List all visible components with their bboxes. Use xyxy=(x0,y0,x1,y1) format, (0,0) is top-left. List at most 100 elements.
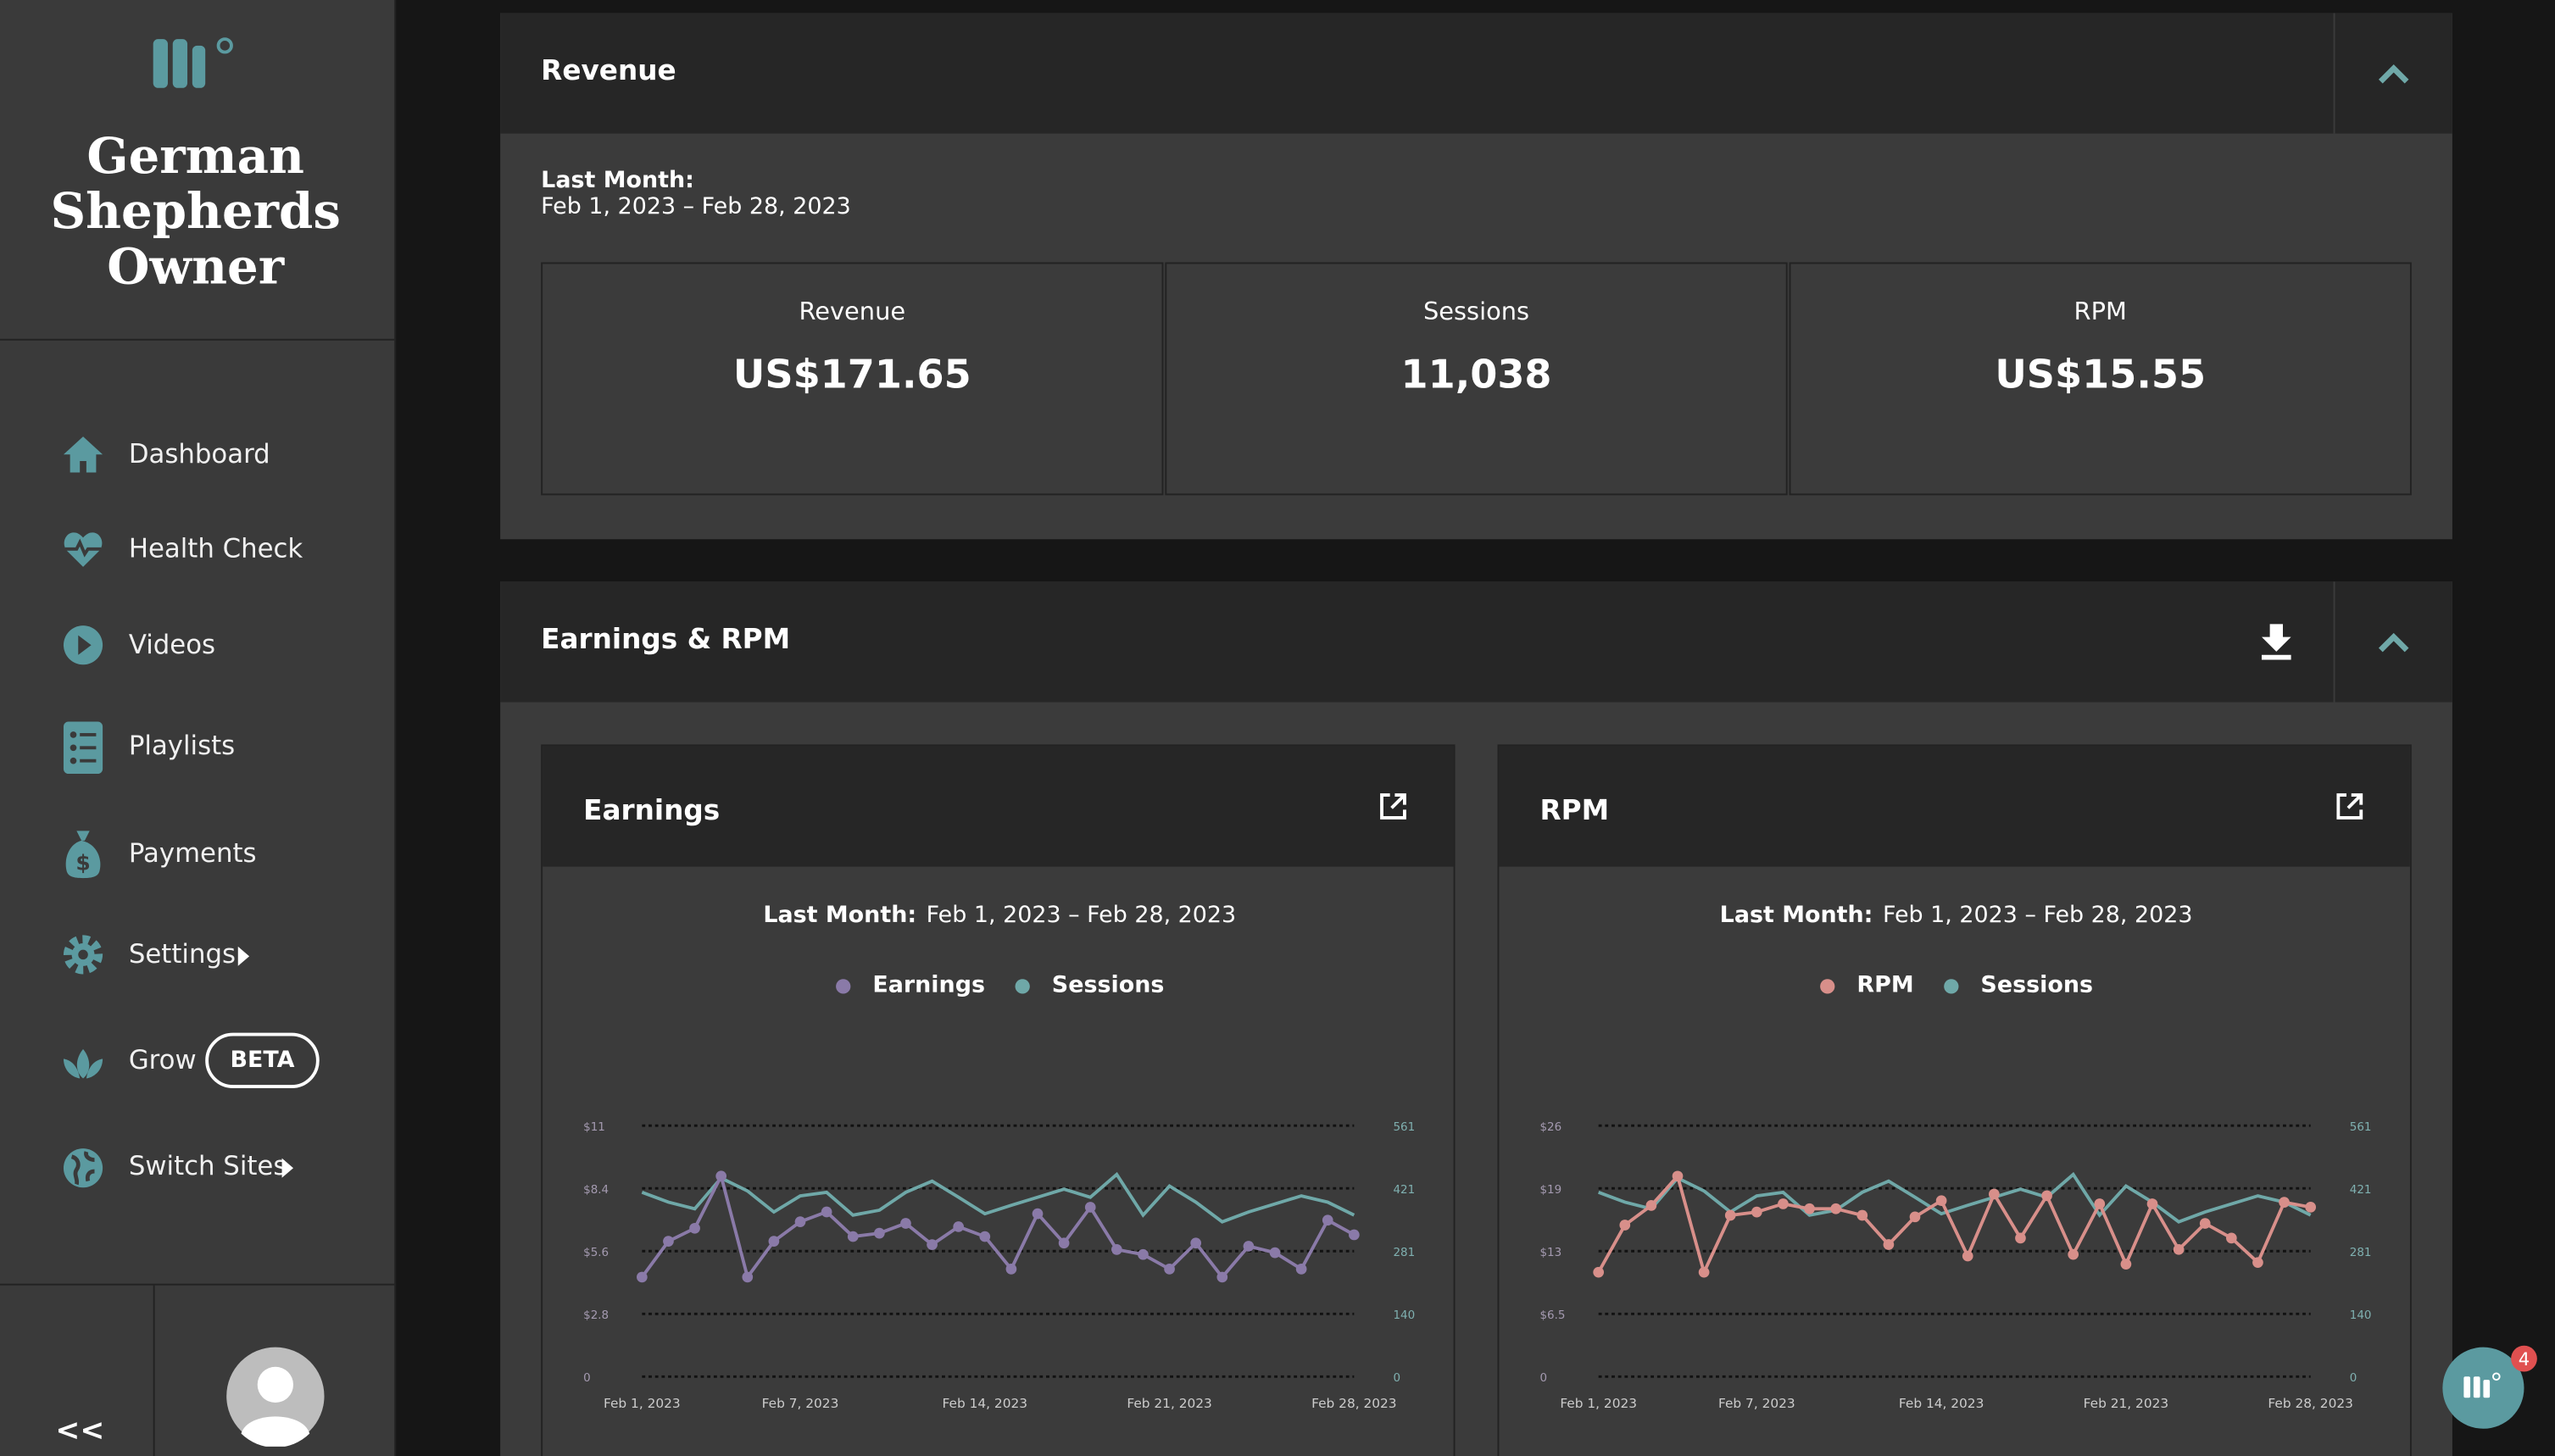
stat-value: US$171.65 xyxy=(732,352,971,398)
data-point xyxy=(2068,1248,2079,1260)
data-point xyxy=(874,1227,885,1239)
y-tick-label: 0 xyxy=(1539,1372,1547,1385)
y-tick-label: $5.6 xyxy=(583,1247,609,1259)
data-point xyxy=(2015,1232,2026,1244)
data-point xyxy=(2199,1218,2211,1229)
data-point xyxy=(1883,1239,1895,1250)
data-point xyxy=(2279,1197,2290,1208)
open-icon[interactable] xyxy=(2335,792,2365,821)
divider xyxy=(2333,581,2335,703)
nav-item[interactable]: Payments xyxy=(128,837,257,869)
nav-item[interactable]: Playlists xyxy=(128,730,236,761)
open-icon[interactable] xyxy=(1378,792,1408,821)
video-icon xyxy=(63,625,103,665)
collapse-chevron[interactable] xyxy=(2377,632,2409,653)
chart-subtitle: Last Month: Feb 1, 2023 – Feb 28, 2023 xyxy=(543,902,1454,929)
x-tick-label: Feb 1, 2023 xyxy=(604,1396,681,1411)
period-label: Last Month: xyxy=(763,902,917,929)
data-point xyxy=(1295,1264,1307,1275)
x-tick-label: Feb 28, 2023 xyxy=(2268,1396,2352,1411)
data-point xyxy=(1830,1203,1842,1214)
nav-item[interactable]: Settings xyxy=(128,938,236,970)
chart-body: Last Month: Feb 1, 2023 – Feb 28, 2023 Ear… xyxy=(543,867,1454,1456)
data-point xyxy=(1190,1237,1202,1249)
data-point xyxy=(2173,1243,2185,1255)
data-point xyxy=(1724,1209,1736,1221)
nav-item[interactable]: Dashboard xyxy=(128,438,270,470)
x-tick-label: Feb 7, 2023 xyxy=(1718,1396,1795,1411)
data-point xyxy=(637,1271,648,1283)
y2-tick-label: 421 xyxy=(2350,1184,2372,1197)
money-icon: $ xyxy=(65,831,101,879)
legend-item: Sessions xyxy=(1014,972,1165,999)
data-point xyxy=(1138,1248,1149,1260)
y-tick-label: $11 xyxy=(583,1121,605,1134)
data-point xyxy=(768,1236,780,1247)
chat-button[interactable]: 4 xyxy=(2441,1342,2541,1434)
period-label: Last Month: xyxy=(1719,902,1873,929)
y2-tick-label: 561 xyxy=(1393,1121,1415,1134)
panel-title: Revenue xyxy=(541,55,676,88)
avatar[interactable] xyxy=(225,1346,326,1447)
series-line xyxy=(1598,1171,2312,1224)
x-tick-label: Feb 21, 2023 xyxy=(1127,1396,1211,1411)
y2-tick-label: 140 xyxy=(2350,1309,2372,1322)
collapse-button[interactable]: << xyxy=(55,1414,105,1448)
nav-item[interactable]: Grow xyxy=(128,1044,197,1075)
legend-label: Sessions xyxy=(1051,972,1165,999)
site-name: German Shepherds Owner xyxy=(50,128,341,297)
y2-tick-label: 140 xyxy=(1393,1309,1415,1322)
x-tick-label: Feb 7, 2023 xyxy=(762,1396,839,1411)
y2-tick-label: 561 xyxy=(2350,1121,2372,1134)
data-point xyxy=(927,1239,938,1250)
chart-title: RPM xyxy=(1539,795,1610,828)
nav-item[interactable]: Switch Sites xyxy=(128,1150,287,1181)
y-tick-label: 0 xyxy=(583,1372,591,1385)
data-point xyxy=(689,1222,700,1234)
data-point xyxy=(1084,1202,1096,1213)
chart-header: Earnings xyxy=(543,746,1454,867)
data-point xyxy=(2146,1198,2158,1209)
svg-text:$: $ xyxy=(75,850,90,875)
data-point xyxy=(1989,1188,2000,1200)
data-point xyxy=(2041,1190,2052,1202)
beta-badge: BETA xyxy=(205,1032,320,1089)
data-point xyxy=(2120,1259,2132,1270)
data-point xyxy=(1269,1247,1281,1259)
revenue-panel: Revenue Last Month: Feb 1, 2023 – Feb 28… xyxy=(500,13,2452,540)
nav-item[interactable]: Health Check xyxy=(128,532,303,564)
series-line xyxy=(1597,1172,2312,1277)
icon-shape xyxy=(2336,793,2363,820)
period: Feb 1, 2023 – Feb 28, 2023 xyxy=(926,902,1237,929)
y2-tick-label: 281 xyxy=(2350,1247,2372,1259)
stat-label: Sessions xyxy=(1422,296,1530,326)
collapse-chevron[interactable] xyxy=(2377,64,2409,85)
legend-swatch xyxy=(1819,978,1834,993)
y-tick-label: $8.4 xyxy=(583,1184,609,1197)
data-point xyxy=(847,1231,859,1242)
home-icon xyxy=(63,436,103,473)
data-point xyxy=(1005,1264,1017,1275)
data-point xyxy=(1909,1211,1921,1223)
y2-tick-label: 421 xyxy=(1393,1184,1415,1197)
divider xyxy=(2333,13,2335,134)
nav-item[interactable]: Videos xyxy=(128,628,216,660)
data-point xyxy=(1698,1266,1710,1278)
y-tick-label: $26 xyxy=(1539,1121,1561,1134)
chart-subtitle: Last Month: Feb 1, 2023 – Feb 28, 2023 xyxy=(1499,902,2410,929)
legend-item: Sessions xyxy=(1943,973,2093,998)
data-point xyxy=(1164,1264,1175,1275)
period-label: Last Month: xyxy=(541,167,694,194)
icon-shape xyxy=(1380,793,1406,820)
data-point xyxy=(1111,1244,1122,1255)
download-icon[interactable] xyxy=(2260,624,2292,660)
divider xyxy=(0,338,395,341)
x-tick-label: Feb 1, 2023 xyxy=(1560,1396,1637,1411)
stats: Revenue US$171.65 Sessions 11,038 RPM US$15.5… xyxy=(541,262,2412,498)
period: Feb 1, 2023 – Feb 28, 2023 xyxy=(1882,902,2193,929)
panel-header: Earnings & RPM xyxy=(500,581,2452,703)
period: Feb 1, 2023 – Feb 28, 2023 xyxy=(541,193,851,220)
data-point xyxy=(2094,1198,2106,1209)
playlist-icon xyxy=(63,721,103,775)
data-point xyxy=(1349,1229,1360,1241)
